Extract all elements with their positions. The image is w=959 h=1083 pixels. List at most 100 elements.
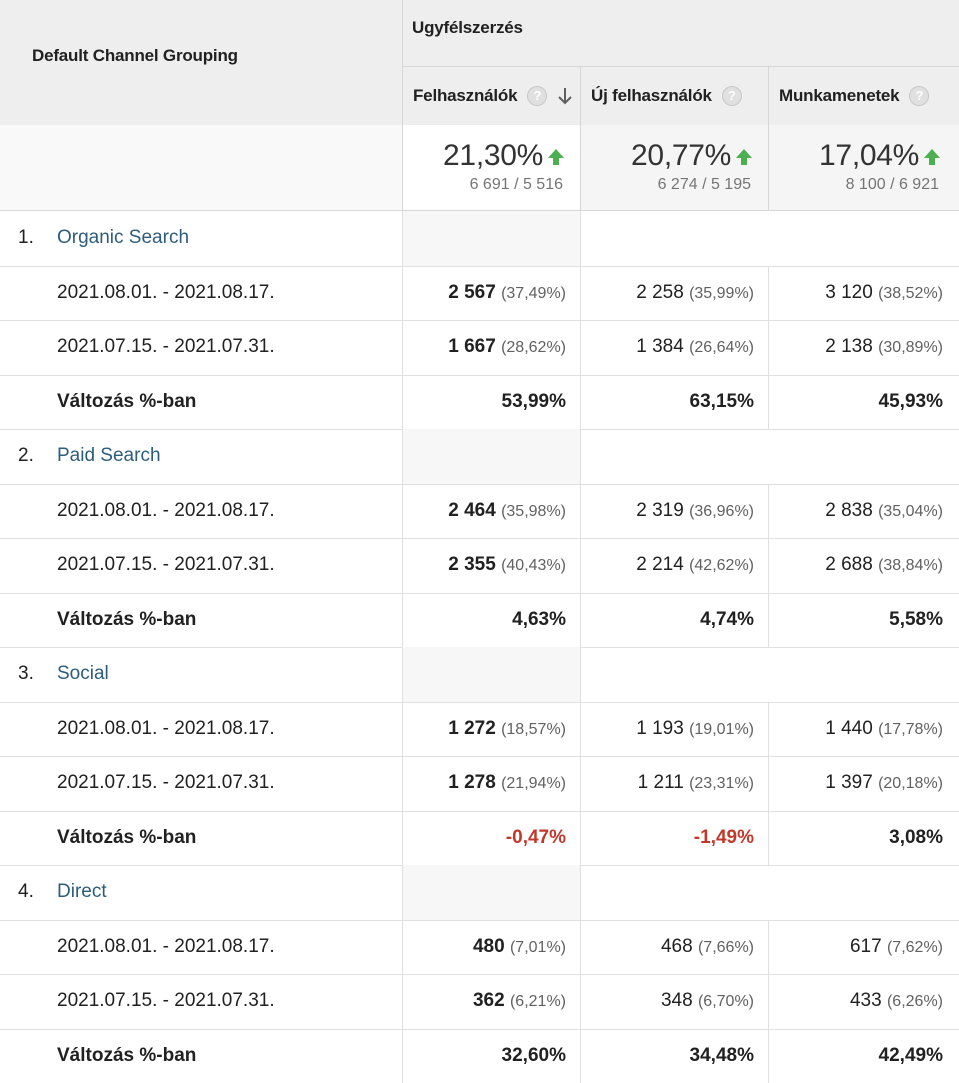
metric-percent: (23,31%) (689, 775, 754, 792)
help-icon[interactable]: ? (527, 85, 548, 106)
metric-value: 2 319 (636, 499, 684, 521)
summary-users-change: 21,30% (443, 139, 565, 173)
metric-cell: 2 567 (37,49%) (448, 282, 566, 304)
metric-cell: 617 (7,62%) (850, 936, 943, 958)
metric-percent: (35,98%) (501, 502, 566, 520)
metric-group-header: Ugyfélszerzés (412, 18, 523, 37)
metric-cell: 1 384 (26,64%) (636, 336, 754, 358)
column-header-users-label: Felhasználók (413, 85, 518, 105)
metric-percent: (18,57%) (501, 720, 566, 738)
metric-cell: 1 193 (19,01%) (636, 718, 754, 740)
date-range-label: 2021.07.15. - 2021.07.31. (57, 554, 275, 575)
column-header-sessions[interactable]: Munkamenetek ? (779, 66, 930, 125)
change-value: 53,99% (501, 390, 566, 412)
metric-cell: 1 211 (23,31%) (638, 772, 754, 794)
metric-cell: 468 (7,66%) (661, 936, 754, 958)
metric-cell: 480 (7,01%) (473, 936, 566, 958)
metric-value: 2 214 (636, 554, 684, 575)
metric-percent: (38,52%) (878, 284, 943, 302)
metric-percent: (17,78%) (878, 720, 943, 738)
channel-index: 4. (18, 881, 34, 902)
column-header-sessions-label: Munkamenetek (779, 85, 900, 105)
metric-percent: (7,62%) (886, 938, 943, 956)
metric-percent: (30,89%) (878, 339, 943, 356)
change-value: 3,08% (889, 826, 943, 848)
summary-sessions-change: 17,04% (819, 139, 941, 173)
metric-value: 1 211 (637, 772, 684, 793)
metric-percent: (28,62%) (501, 339, 566, 356)
metric-cell: 2 464 (35,98%) (448, 500, 566, 522)
metric-percent: (42,62%) (689, 557, 754, 574)
change-value: 45,93% (878, 390, 943, 412)
metric-cell: 2 138 (30,89%) (825, 336, 943, 358)
metric-cell: 2 688 (38,84%) (825, 554, 943, 576)
channel-link[interactable]: Paid Search (57, 445, 161, 466)
metric-value: 2 138 (825, 336, 873, 357)
change-label: Változás %-ban (57, 390, 197, 412)
channel-link[interactable]: Social (57, 663, 109, 684)
metric-cell: 1 397 (20,18%) (825, 772, 943, 794)
column-header-new-users-label: Új felhasználók (591, 85, 712, 105)
date-range-label: 2021.07.15. - 2021.07.31. (57, 990, 275, 1011)
metric-value: 1 440 (825, 717, 873, 739)
up-arrow-icon (736, 149, 752, 166)
help-icon[interactable]: ? (721, 85, 742, 106)
metric-percent: (6,70%) (697, 993, 754, 1010)
metric-cell: 2 319 (36,96%) (636, 500, 754, 522)
channel-index: 2. (18, 445, 34, 466)
dimension-header[interactable]: Default Channel Grouping (32, 46, 238, 65)
metric-value: 433 (849, 990, 882, 1011)
change-value: 63,15% (689, 390, 754, 412)
metric-percent: (7,01%) (509, 938, 566, 956)
summary-sessions-values: 8 100 / 6 921 (845, 176, 939, 193)
channel-index: 3. (18, 663, 34, 684)
date-range-label: 2021.08.01. - 2021.08.17. (57, 281, 275, 303)
metric-value: 362 (472, 990, 505, 1011)
change-value: 34,48% (689, 1044, 754, 1066)
metric-value: 1 272 (448, 717, 496, 739)
metric-value: 3 120 (825, 281, 873, 303)
sort-descending-icon[interactable] (557, 86, 573, 106)
metric-cell: 1 272 (18,57%) (448, 718, 566, 740)
date-range-label: 2021.07.15. - 2021.07.31. (57, 336, 275, 357)
metric-value: 480 (472, 935, 505, 957)
summary-users-values: 6 691 / 5 516 (469, 176, 563, 193)
change-value: -0,47% (505, 826, 566, 848)
metric-percent: (35,04%) (878, 502, 943, 520)
channel-index: 1. (18, 227, 34, 248)
metric-percent: (38,84%) (878, 557, 943, 574)
metric-percent: (40,43%) (501, 557, 566, 574)
metric-cell: 2 214 (42,62%) (636, 554, 754, 576)
date-range-label: 2021.08.01. - 2021.08.17. (57, 717, 275, 739)
metric-value: 1 384 (636, 336, 684, 357)
metric-value: 1 278 (448, 772, 496, 793)
metric-percent: (36,96%) (689, 502, 754, 520)
metric-cell: 1 667 (28,62%) (448, 336, 566, 358)
channel-link[interactable]: Direct (57, 881, 107, 902)
change-value: 4,74% (700, 608, 754, 630)
metric-value: 2 464 (448, 499, 496, 521)
metric-cell: 348 (6,70%) (661, 990, 754, 1012)
channel-link[interactable]: Organic Search (57, 227, 190, 248)
help-icon[interactable]: ? (909, 85, 930, 106)
change-value: 42,49% (878, 1044, 943, 1066)
metric-percent: (21,94%) (501, 775, 566, 792)
metric-value: 2 258 (636, 281, 684, 303)
metric-value: 1 667 (448, 336, 496, 357)
metric-percent: (7,66%) (697, 938, 754, 956)
metric-percent: (6,21%) (509, 993, 566, 1010)
column-header-new-users[interactable]: Új felhasználók ? (591, 66, 742, 125)
date-range-label: 2021.08.01. - 2021.08.17. (57, 935, 275, 957)
up-arrow-icon (924, 149, 940, 166)
column-header-users[interactable]: Felhasználók ? (413, 66, 573, 125)
metric-percent: (6,26%) (886, 993, 943, 1010)
metric-value: 2 355 (448, 554, 496, 575)
change-value: 32,60% (501, 1044, 566, 1066)
change-value: 5,58% (889, 608, 943, 630)
metric-value: 2 838 (825, 499, 873, 521)
metric-cell: 1 440 (17,78%) (825, 718, 943, 740)
metric-cell: 3 120 (38,52%) (825, 282, 943, 304)
metric-cell: 362 (6,21%) (473, 990, 566, 1012)
metric-value: 2 688 (825, 554, 873, 575)
